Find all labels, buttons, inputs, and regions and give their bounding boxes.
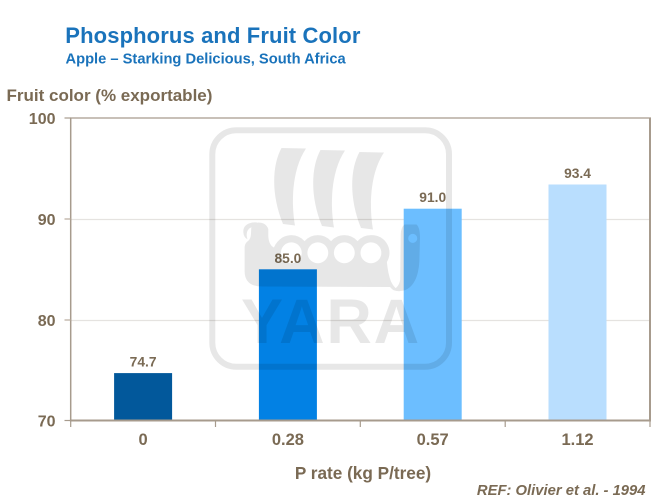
- svg-text:90: 90: [38, 212, 56, 229]
- svg-text:Phosphorus and Fruit Color: Phosphorus and Fruit Color: [65, 23, 361, 48]
- svg-text:85.0: 85.0: [274, 251, 301, 266]
- svg-text:0.28: 0.28: [272, 431, 304, 449]
- svg-text:REF: Olivier et al. - 1994: REF: Olivier et al. - 1994: [477, 483, 646, 497]
- svg-text:Apple – Starking Delicious, So: Apple – Starking Delicious, South Africa: [66, 52, 347, 68]
- svg-text:100: 100: [29, 111, 56, 128]
- svg-text:0.57: 0.57: [417, 431, 449, 449]
- svg-text:74.7: 74.7: [130, 355, 157, 370]
- svg-text:80: 80: [38, 313, 56, 330]
- svg-text:93.4: 93.4: [564, 166, 591, 181]
- svg-text:70: 70: [38, 414, 56, 431]
- svg-text:P rate (kg P/tree): P rate (kg P/tree): [295, 463, 431, 483]
- svg-text:91.0: 91.0: [419, 190, 446, 205]
- svg-text:1.12: 1.12: [561, 431, 593, 449]
- svg-text:YARA: YARA: [241, 287, 421, 357]
- svg-text:Fruit color (% exportable): Fruit color (% exportable): [7, 86, 213, 105]
- svg-text:0: 0: [139, 431, 148, 449]
